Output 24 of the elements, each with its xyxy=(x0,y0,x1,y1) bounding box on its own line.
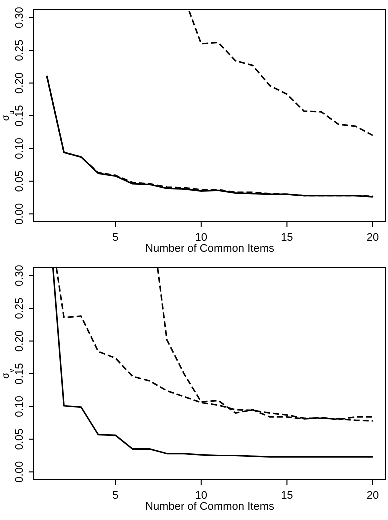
y-tick-label: 0.10 xyxy=(14,138,26,160)
y-tick-label: 0.20 xyxy=(14,330,26,352)
y-tick-label: 0.00 xyxy=(14,203,26,225)
x-tick-label: 5 xyxy=(112,490,119,502)
y-tick-label: 0.30 xyxy=(14,265,26,287)
y-tick-label: 0.00 xyxy=(14,461,26,483)
x-axis-title: Number of Common Items xyxy=(146,501,275,513)
x-tick-label: 10 xyxy=(195,490,208,502)
y-tick-label: 0.20 xyxy=(14,72,26,94)
x-tick-label: 15 xyxy=(281,490,294,502)
x-axis-title: Number of Common Items xyxy=(146,243,275,255)
y-tick-label: 0.15 xyxy=(14,363,26,385)
x-tick-label: 15 xyxy=(281,232,294,244)
x-tick-label: 20 xyxy=(366,232,380,244)
x-tick-label: 10 xyxy=(195,232,208,244)
y-tick-label: 0.10 xyxy=(14,396,26,418)
y-tick-label: 0.30 xyxy=(14,7,26,29)
y-tick-label: 0.05 xyxy=(14,428,26,450)
y-tick-label: 0.25 xyxy=(14,40,26,62)
y-tick-label: 0.25 xyxy=(14,298,26,320)
x-tick-label: 20 xyxy=(366,490,380,502)
y-tick-label: 0.05 xyxy=(14,170,26,192)
x-tick-label: 5 xyxy=(112,232,119,244)
y-tick-label: 0.15 xyxy=(14,105,26,127)
